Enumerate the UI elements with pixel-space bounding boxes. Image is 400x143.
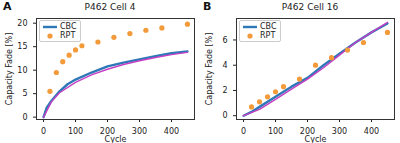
svg-text:400: 400 <box>164 127 179 136</box>
svg-text:200: 200 <box>99 127 116 137</box>
svg-text:100: 100 <box>68 127 83 136</box>
svg-text:0: 0 <box>241 127 246 136</box>
html-text:RPT: RPT <box>260 31 276 40</box>
svg-text:Cycle: Cycle <box>305 135 327 143</box>
svg-text:2: 2 <box>222 86 227 95</box>
html-text:P462 Cell 16: P462 Cell 16 <box>281 2 339 12</box>
svg-text:0: 0 <box>22 113 27 122</box>
svg-text:15: 15 <box>17 42 27 51</box>
svg-text:10: 10 <box>17 66 27 75</box>
svg-text:6: 6 <box>222 36 227 45</box>
svg-text:0: 0 <box>41 127 46 136</box>
svg-text:Capacity Fade [%]: Capacity Fade [%] <box>5 33 14 106</box>
svg-text:300: 300 <box>132 127 147 136</box>
svg-text:20: 20 <box>17 19 27 28</box>
svg-text:Capacity Fade [%]: Capacity Fade [%] <box>205 33 214 106</box>
html-text:B: B <box>203 0 212 13</box>
svg-text:100: 100 <box>268 127 283 136</box>
svg-text:200: 200 <box>299 127 316 137</box>
svg-text:5: 5 <box>22 89 27 98</box>
svg-text:Cycle: Cycle <box>105 135 127 143</box>
svg-text:300: 300 <box>332 127 347 136</box>
html-text:RPT: RPT <box>60 31 76 40</box>
html-text:CBC: CBC <box>260 22 277 31</box>
svg-text:4: 4 <box>222 61 227 70</box>
svg-text:0: 0 <box>222 111 227 120</box>
html-text:P462 Cell 4: P462 Cell 4 <box>84 2 136 12</box>
svg-text:400: 400 <box>364 127 379 136</box>
html-text:A: A <box>3 0 12 13</box>
html-text:CBC: CBC <box>60 22 77 31</box>
